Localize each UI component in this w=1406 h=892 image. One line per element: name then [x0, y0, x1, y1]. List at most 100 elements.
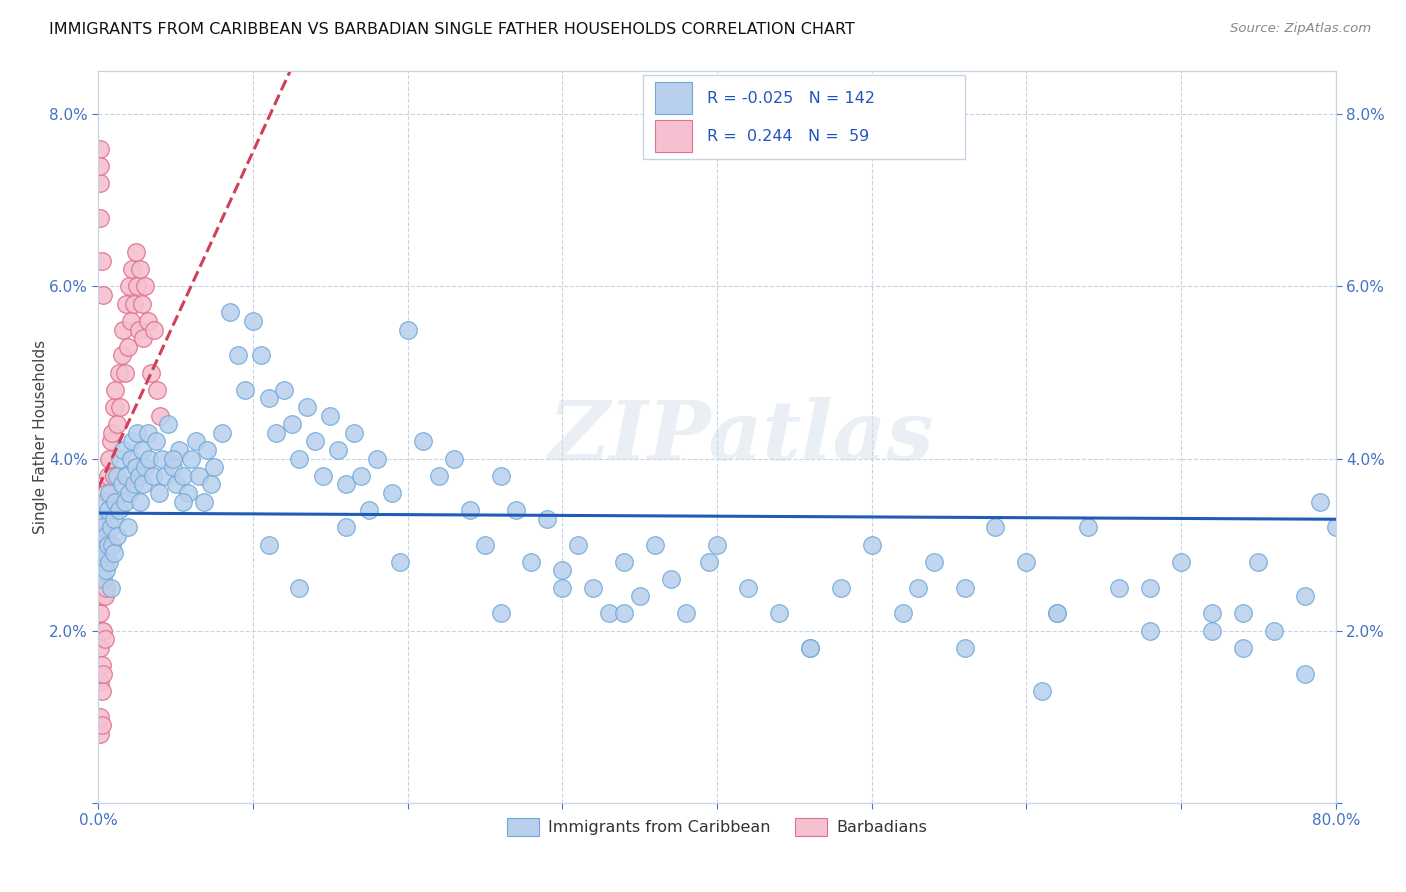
Point	[97, 468, 120, 483]
Point	[89, 710, 111, 724]
Point	[830, 581, 852, 595]
Point	[124, 245, 146, 260]
Point	[1294, 666, 1316, 681]
Point	[93, 546, 115, 560]
Point	[136, 425, 159, 440]
Point	[98, 555, 121, 569]
Point	[105, 468, 128, 483]
Point	[699, 555, 721, 569]
Point	[226, 348, 249, 362]
Point	[567, 538, 589, 552]
Point	[100, 494, 122, 508]
Point	[127, 279, 149, 293]
Point	[96, 529, 118, 543]
Point	[162, 451, 184, 466]
Point	[1046, 607, 1069, 621]
Point	[165, 477, 187, 491]
Point	[242, 314, 264, 328]
Text: ZIPatlas: ZIPatlas	[550, 397, 935, 477]
Point	[799, 640, 821, 655]
Point	[101, 538, 124, 552]
Point	[184, 434, 207, 449]
Point	[443, 451, 465, 466]
Point	[922, 555, 945, 569]
Point	[89, 538, 111, 552]
Point	[150, 451, 173, 466]
Point	[706, 538, 728, 552]
Point	[335, 520, 357, 534]
Point	[89, 675, 111, 690]
Point	[1294, 589, 1316, 603]
Point	[128, 468, 150, 483]
Point	[1309, 494, 1331, 508]
Point	[112, 442, 135, 457]
Point	[195, 442, 218, 457]
Point	[250, 348, 273, 362]
Point	[98, 512, 121, 526]
Point	[1108, 581, 1130, 595]
Point	[984, 520, 1007, 534]
Point	[1232, 640, 1254, 655]
Point	[193, 494, 215, 508]
Point	[90, 589, 112, 603]
Point	[89, 581, 111, 595]
Point	[551, 564, 574, 578]
Point	[162, 460, 184, 475]
Point	[157, 417, 180, 432]
Point	[172, 468, 194, 483]
Point	[96, 486, 118, 500]
Point	[257, 392, 280, 406]
Point	[145, 434, 167, 449]
Point	[536, 512, 558, 526]
Point	[111, 477, 132, 491]
Point	[177, 486, 200, 500]
Legend: Immigrants from Caribbean, Barbadians: Immigrants from Caribbean, Barbadians	[501, 811, 934, 842]
Point	[1170, 555, 1192, 569]
Point	[474, 538, 496, 552]
Point	[90, 555, 112, 569]
Point	[90, 684, 112, 698]
Point	[89, 211, 111, 225]
Point	[1201, 607, 1223, 621]
Point	[89, 176, 111, 190]
Point	[233, 383, 257, 397]
Point	[91, 288, 114, 302]
Point	[489, 607, 512, 621]
Text: IMMIGRANTS FROM CARIBBEAN VS BARBADIAN SINGLE FATHER HOUSEHOLDS CORRELATION CHAR: IMMIGRANTS FROM CARIBBEAN VS BARBADIAN S…	[49, 22, 855, 37]
Point	[97, 538, 120, 552]
Point	[117, 340, 139, 354]
Point	[180, 451, 202, 466]
Point	[134, 460, 156, 475]
Point	[131, 296, 153, 310]
Point	[96, 538, 118, 552]
Point	[91, 520, 114, 534]
Point	[907, 581, 929, 595]
Point	[1139, 624, 1161, 638]
Point	[129, 262, 152, 277]
Point	[288, 581, 311, 595]
Point	[97, 503, 120, 517]
Point	[107, 366, 129, 380]
Point	[118, 486, 141, 500]
Point	[93, 494, 115, 508]
Point	[326, 442, 350, 457]
Point	[96, 581, 118, 595]
Point	[90, 658, 112, 673]
Point	[93, 555, 115, 569]
Point	[122, 477, 145, 491]
Point	[89, 142, 111, 156]
Point	[953, 581, 976, 595]
Point	[257, 538, 280, 552]
Point	[264, 425, 288, 440]
Point	[89, 538, 111, 552]
Point	[350, 468, 373, 483]
Point	[121, 434, 143, 449]
Point	[505, 503, 527, 517]
Point	[167, 442, 190, 457]
Point	[891, 607, 914, 621]
Point	[204, 460, 226, 475]
FancyBboxPatch shape	[655, 120, 692, 152]
Text: R = -0.025   N = 142: R = -0.025 N = 142	[707, 91, 875, 105]
Point	[1324, 520, 1347, 534]
Point	[91, 555, 114, 569]
